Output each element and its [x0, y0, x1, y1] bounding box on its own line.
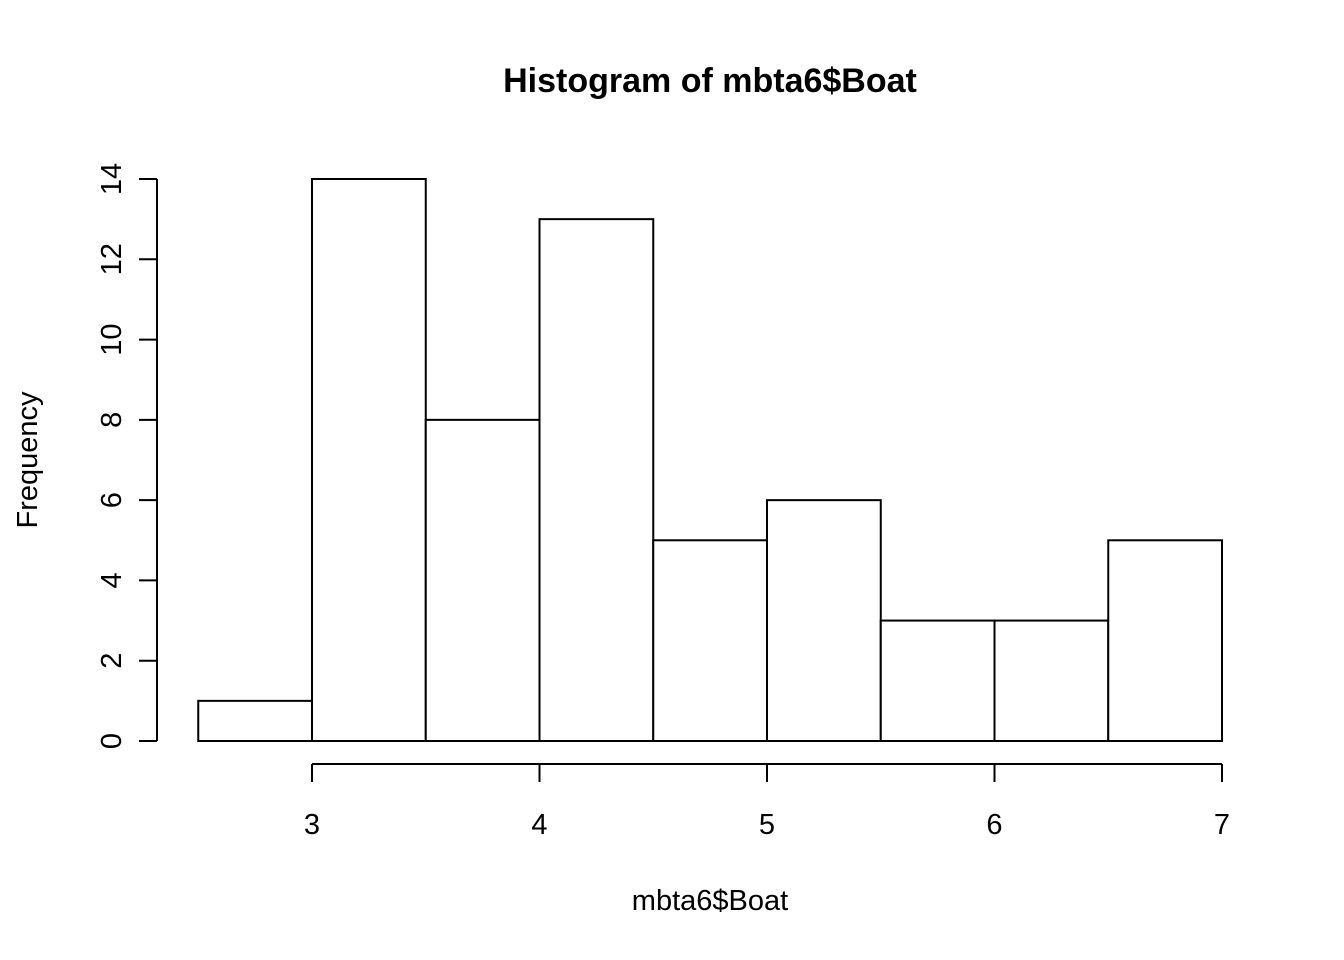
y-tick-label: 4: [96, 572, 128, 588]
chart-title: Histogram of mbta6$Boat: [503, 62, 917, 100]
x-axis-label: mbta6$Boat: [632, 885, 788, 917]
x-tick-label: 7: [1214, 809, 1230, 841]
y-tick-label: 8: [96, 412, 128, 428]
y-tick-label: 0: [96, 733, 128, 749]
x-tick-label: 6: [986, 809, 1002, 841]
histogram-bar: [538, 218, 655, 742]
histogram-bar: [197, 699, 313, 742]
y-tick-label: 2: [96, 653, 128, 669]
x-tick-label: 5: [759, 809, 775, 841]
histogram-bar: [311, 178, 427, 742]
histogram-bar: [1107, 539, 1223, 742]
y-tick-label: 10: [96, 323, 128, 355]
y-tick-label: 12: [96, 243, 128, 275]
histogram-bars: [197, 178, 1223, 742]
y-tick-label: 6: [96, 492, 128, 508]
histogram-bar: [766, 499, 882, 742]
y-axis-label: Frequency: [12, 391, 44, 529]
y-axis: 0 2 4 6 8 10 12 14: [96, 163, 158, 749]
x-axis: 3 4 5 6 7: [304, 763, 1230, 841]
histogram-bar: [879, 619, 996, 742]
x-tick-label: 4: [531, 809, 547, 841]
histogram-bar: [652, 539, 768, 742]
histogram-bar: [424, 418, 541, 742]
histogram-bar: [993, 619, 1110, 742]
y-tick-label: 14: [96, 163, 128, 195]
x-tick-label: 3: [304, 809, 320, 841]
